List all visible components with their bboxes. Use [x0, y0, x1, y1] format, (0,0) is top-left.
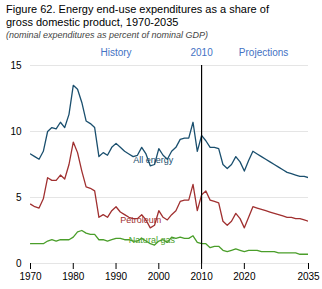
svg-text:5: 5: [16, 192, 22, 203]
svg-text:2010: 2010: [190, 271, 213, 282]
svg-text:2000: 2000: [148, 271, 171, 282]
svg-text:15: 15: [10, 60, 22, 71]
svg-text:1970: 1970: [19, 271, 42, 282]
svg-text:2010: 2010: [190, 47, 213, 58]
svg-text:History: History: [100, 47, 131, 58]
svg-text:10: 10: [10, 126, 22, 137]
svg-text:Projections: Projections: [239, 47, 288, 58]
svg-text:2035: 2035: [297, 271, 320, 282]
svg-text:2020: 2020: [233, 271, 256, 282]
svg-text:Petroleum: Petroleum: [120, 215, 161, 225]
html-text:(nominal expenditures as perce: (nominal expenditures as percent of nomi…: [6, 30, 209, 40]
html-text:gross domestic product, 1970-2: gross domestic product, 1970-2035: [6, 16, 179, 28]
svg-text:1990: 1990: [105, 271, 128, 282]
html-text:Figure 62. Energy end-use expe: Figure 62. Energy end-use expenditures a…: [6, 3, 269, 15]
svg-text:Natural gas: Natural gas: [129, 235, 176, 245]
svg-text:1980: 1980: [62, 271, 85, 282]
svg-text:0: 0: [16, 258, 22, 269]
svg-text:All energy: All energy: [133, 155, 174, 165]
